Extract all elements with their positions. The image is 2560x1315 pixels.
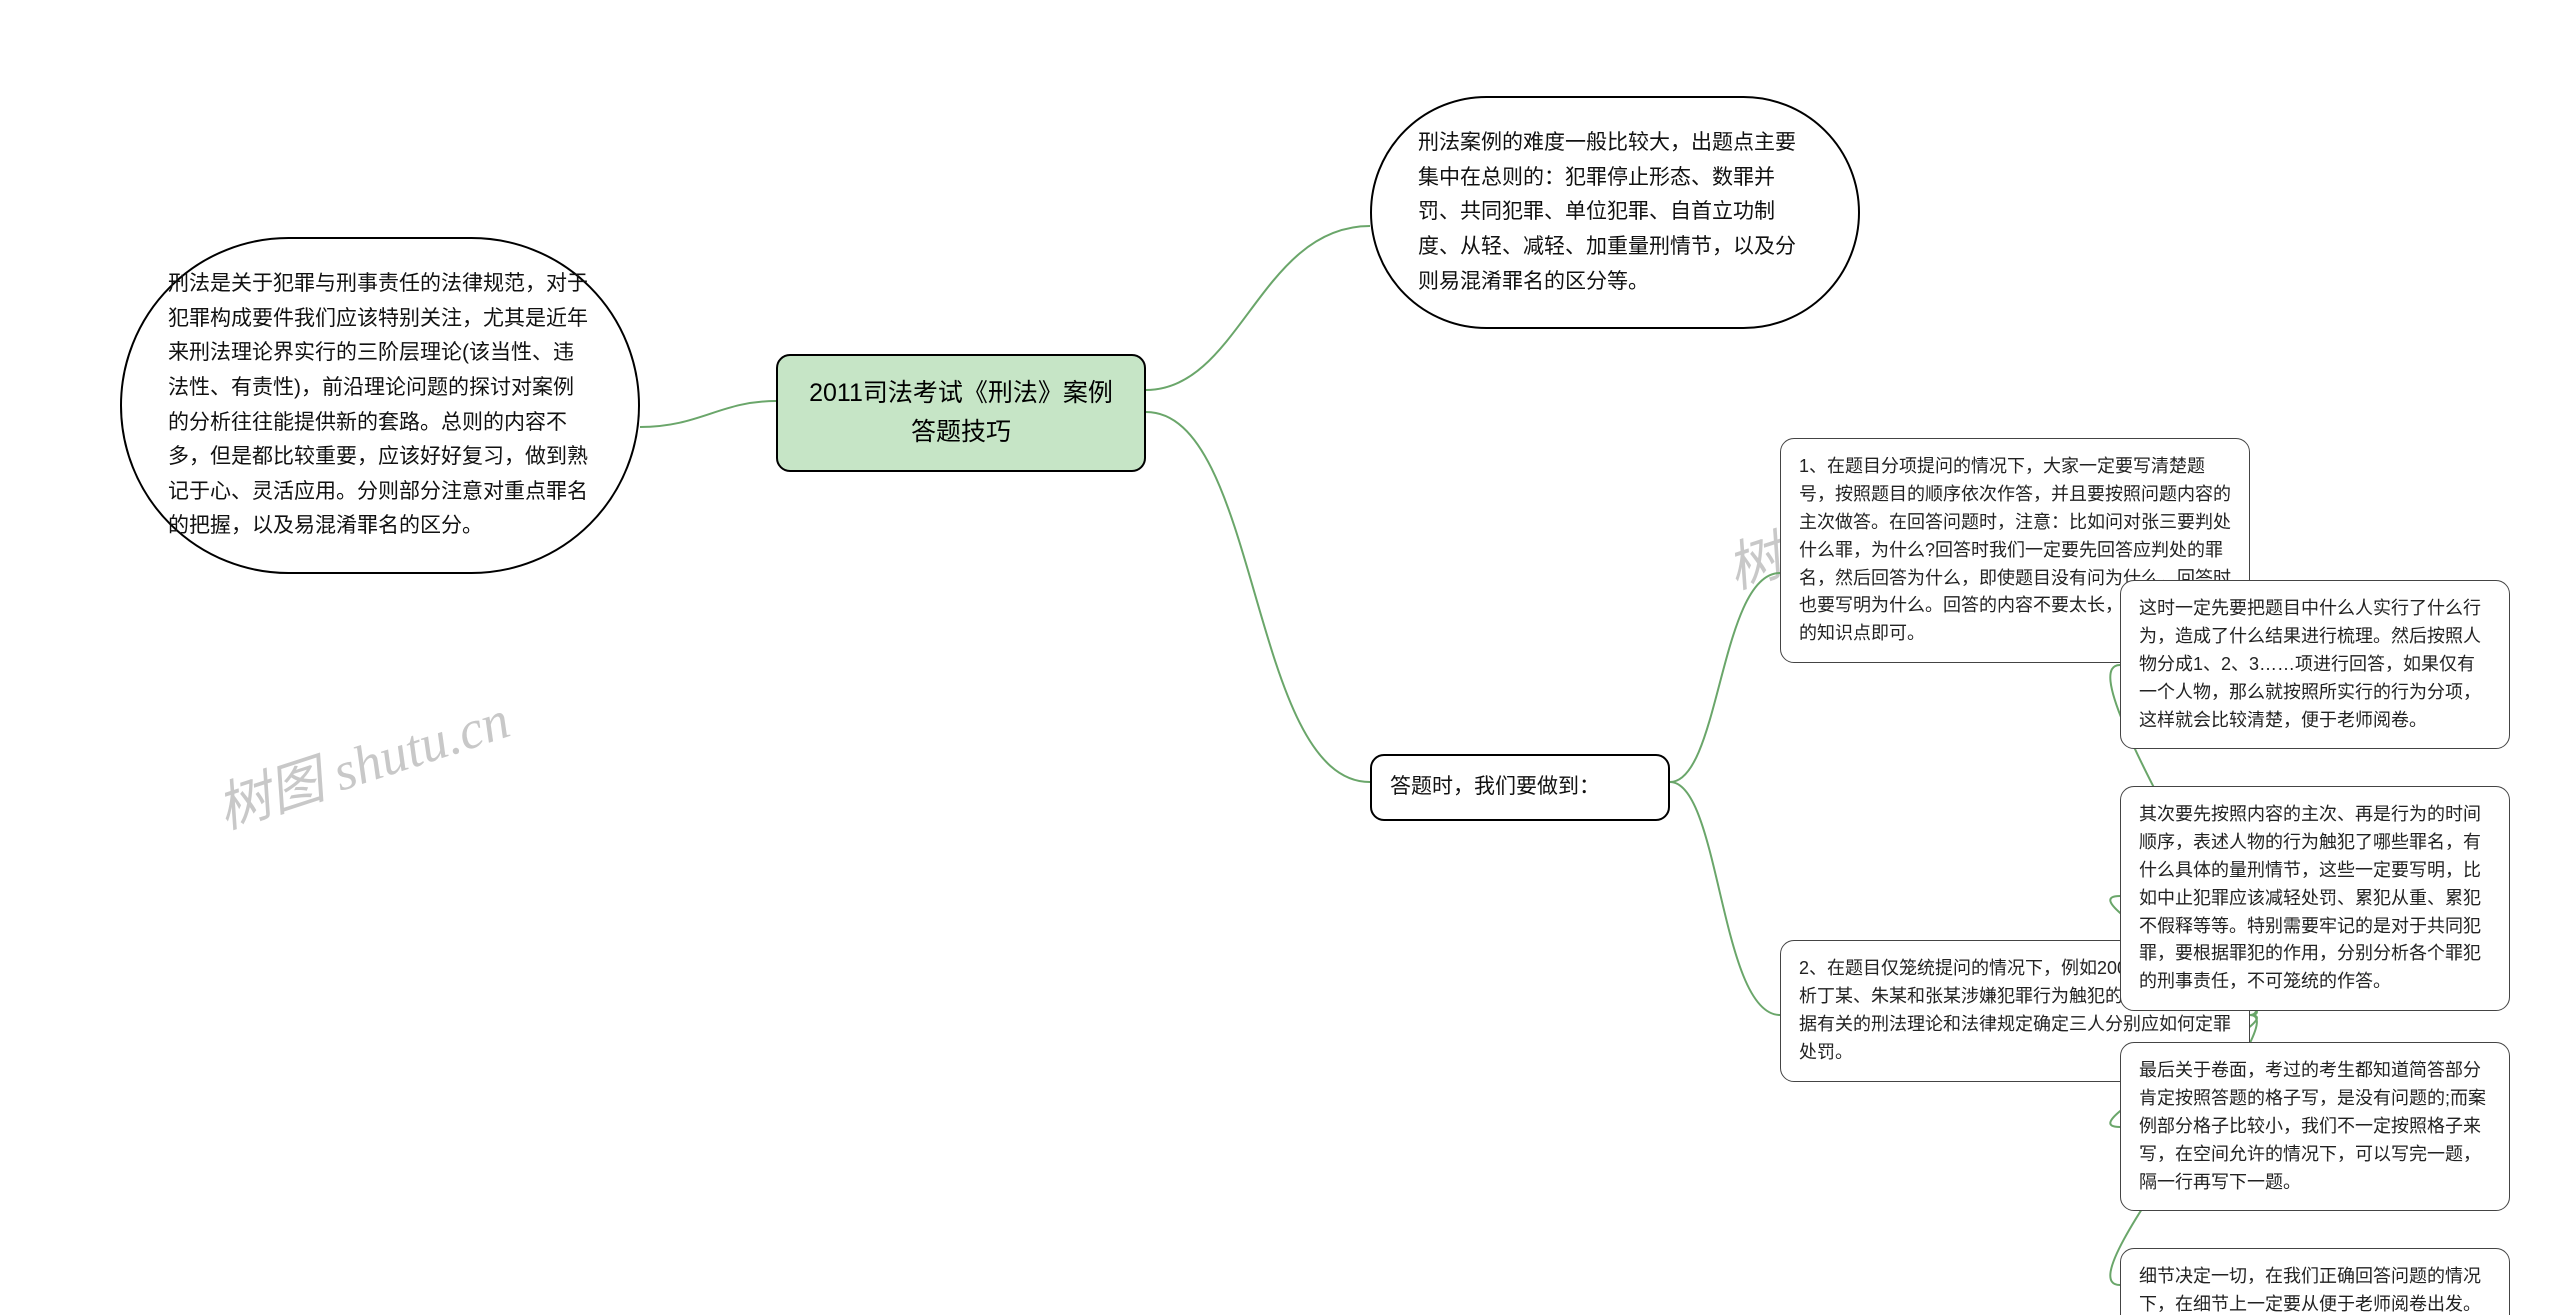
tip-2-sub-2-text: 其次要先按照内容的主次、再是行为的时间顺序，表述人物的行为触犯了哪些罪名，有什么… <box>2139 801 2491 996</box>
edge <box>640 401 776 427</box>
edge <box>1670 782 1780 1015</box>
answering-node: 答题时，我们要做到： <box>1370 754 1670 821</box>
difficulty-text: 刑法案例的难度一般比较大，出题点主要集中在总则的：犯罪停止形态、数罪并罚、共同犯… <box>1418 126 1812 299</box>
tip-2-sub-1: 这时一定先要把题目中什么人实行了什么行为，造成了什么结果进行梳理。然后按照人物分… <box>2120 580 2510 749</box>
difficulty-node: 刑法案例的难度一般比较大，出题点主要集中在总则的：犯罪停止形态、数罪并罚、共同犯… <box>1370 96 1860 329</box>
tip-2-sub-4: 细节决定一切，在我们正确回答问题的情况下，在细节上一定要从便于老师阅卷出发。 <box>2120 1248 2510 1315</box>
intro-text: 刑法是关于犯罪与刑事责任的法律规范，对于犯罪构成要件我们应该特别关注，尤其是近年… <box>168 267 592 544</box>
edge <box>1146 412 1370 782</box>
watermark: 树图 shutu.cn <box>205 675 518 844</box>
tip-2-sub-1-text: 这时一定先要把题目中什么人实行了什么行为，造成了什么结果进行梳理。然后按照人物分… <box>2139 595 2491 734</box>
intro-node: 刑法是关于犯罪与刑事责任的法律规范，对于犯罪构成要件我们应该特别关注，尤其是近年… <box>120 237 640 574</box>
root-node: 2011司法考试《刑法》案例答题技巧 <box>776 354 1146 472</box>
edge <box>1670 573 1780 782</box>
tip-2-sub-3: 最后关于卷面，考过的考生都知道简答部分肯定按照答题的格子写，是没有问题的;而案例… <box>2120 1042 2510 1211</box>
edge <box>1146 226 1370 390</box>
tip-2-sub-3-text: 最后关于卷面，考过的考生都知道简答部分肯定按照答题的格子写，是没有问题的;而案例… <box>2139 1057 2491 1196</box>
root-title: 2011司法考试《刑法》案例答题技巧 <box>809 379 1113 446</box>
answering-text: 答题时，我们要做到： <box>1390 770 1650 805</box>
tip-2-sub-4-text: 细节决定一切，在我们正确回答问题的情况下，在细节上一定要从便于老师阅卷出发。 <box>2139 1263 2491 1315</box>
tip-2-sub-2: 其次要先按照内容的主次、再是行为的时间顺序，表述人物的行为触犯了哪些罪名，有什么… <box>2120 786 2510 1011</box>
